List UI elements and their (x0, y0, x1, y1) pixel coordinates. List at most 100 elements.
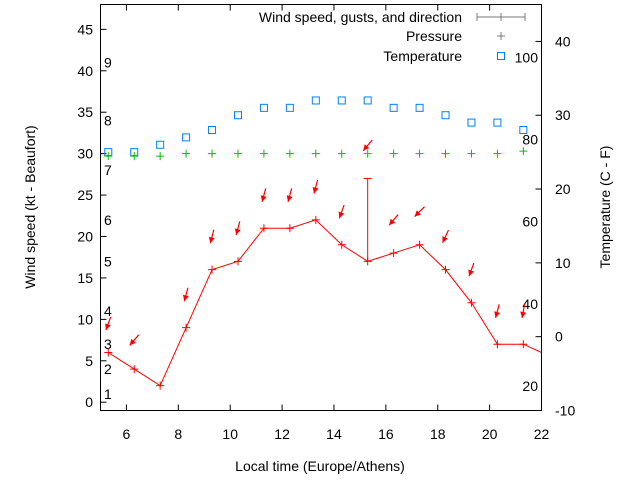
wind-direction-arrowhead (520, 311, 527, 318)
wind-direction-arrowhead (442, 236, 448, 243)
wind-speed-point (182, 323, 191, 332)
beaufort-label: 5 (104, 253, 112, 269)
x-tick-label: 12 (274, 426, 290, 442)
wind-speed-point (337, 240, 346, 249)
wind-speed-point (233, 257, 242, 266)
pressure-point (441, 149, 450, 158)
wind-speed-point (493, 340, 502, 349)
wind-direction-arrowhead (286, 195, 293, 202)
temperature-point (285, 103, 294, 112)
wind-speed-point (311, 215, 320, 224)
beaufort-label: 4 (104, 303, 112, 319)
wind-speed-point (104, 348, 113, 357)
y2-tick-label: -10 (555, 403, 575, 419)
pressure-point (493, 149, 502, 158)
wind-speed-point (156, 381, 165, 390)
legend-sample-temperature (497, 52, 505, 60)
temperature-point (130, 148, 139, 157)
wind-speed-point (208, 265, 217, 274)
pressure-point (208, 149, 217, 158)
temperature-point (233, 111, 242, 120)
pressure-point (233, 149, 242, 158)
beaufort-label: 1 (104, 386, 112, 402)
x-tick-label: 6 (123, 426, 131, 442)
temperature-point (259, 103, 268, 112)
temperature-point (337, 96, 346, 105)
temperature-point (389, 103, 398, 112)
pressure-point (259, 149, 268, 158)
pressure-point (311, 149, 320, 158)
wind-direction-arrowhead (312, 186, 319, 194)
wind-direction-arrowhead (208, 236, 215, 244)
x-tick-label: 22 (534, 426, 550, 442)
temperature-point (104, 148, 113, 157)
fahrenheit-label: 80 (522, 132, 538, 148)
temperature-point (415, 103, 424, 112)
temperature-point (182, 133, 191, 142)
wind-direction-arrowhead (260, 195, 267, 202)
beaufort-label: 6 (104, 212, 112, 228)
x-axis-label: Local time (Europe/Athens) (235, 458, 405, 474)
fahrenheit-label: 100 (515, 50, 539, 66)
y2-axis-label: Temperature (C - F) (597, 146, 613, 269)
wind-speed-point (130, 365, 139, 374)
y2-tick-label: 20 (555, 181, 571, 197)
temperature-point (156, 140, 165, 149)
x-tick-label: 16 (378, 426, 394, 442)
pressure-point (467, 149, 476, 158)
wind-direction-arrowhead (182, 294, 189, 302)
y2-tick-label: 0 (555, 329, 563, 345)
pressure-point (389, 149, 398, 158)
temperature-point (467, 118, 476, 127)
temperature-point (363, 96, 372, 105)
wind-direction-arrowhead (494, 311, 501, 318)
pressure-point (415, 149, 424, 158)
y-tick-label: 40 (77, 63, 93, 79)
legend-label-wind: Wind speed, gusts, and direction (259, 9, 462, 25)
temperature-point (311, 96, 320, 105)
pressure-point (285, 149, 294, 158)
beaufort-label: 2 (104, 361, 112, 377)
legend-label-temperature: Temperature (383, 48, 462, 64)
fahrenheit-label: 20 (522, 378, 538, 394)
wind-speed-point (519, 340, 528, 349)
y2-tick-label: 10 (555, 255, 571, 271)
x-tick-label: 10 (222, 426, 238, 442)
pressure-point (363, 149, 372, 158)
beaufort-label: 7 (104, 162, 112, 178)
wind-direction-arrowhead (338, 211, 345, 219)
temperature-point (441, 111, 450, 120)
wind-direction-arrowhead (414, 210, 421, 217)
beaufort-label: 8 (104, 113, 112, 129)
y2-tick-label: 40 (555, 33, 571, 49)
temperature-point (493, 118, 502, 127)
y-tick-label: 10 (77, 311, 93, 327)
wind-direction-arrowhead (129, 338, 136, 346)
wind-speed-point (441, 265, 450, 274)
pressure-point (519, 147, 528, 156)
pressure-point (156, 152, 165, 161)
plot-border (100, 4, 542, 411)
y-tick-label: 25 (77, 187, 93, 203)
y2-tick-label: 30 (555, 107, 571, 123)
wind-speed-point (415, 240, 424, 249)
pressure-point (337, 149, 346, 158)
y-tick-label: 35 (77, 104, 93, 120)
x-tick-label: 20 (482, 426, 498, 442)
wind-speed-line (108, 219, 542, 387)
marks (104, 96, 542, 390)
pressure-point (182, 149, 191, 158)
fahrenheit-label: 40 (522, 296, 538, 312)
y-tick-label: 5 (85, 353, 93, 369)
fahrenheit-label: 60 (522, 214, 538, 230)
wind-speed-point (285, 224, 294, 233)
wind-direction-arrowhead (389, 218, 396, 226)
wind-speed-point (259, 224, 268, 233)
y-tick-label: 20 (77, 229, 93, 245)
ticks: 6 8 10 12 14 16 18 20 22051015202530354045-10010… (77, 4, 575, 442)
y-tick-label: 45 (77, 21, 93, 37)
x-tick-label: 14 (326, 426, 342, 442)
y-tick-label: 0 (85, 394, 93, 410)
wind-speed-point (467, 298, 476, 307)
